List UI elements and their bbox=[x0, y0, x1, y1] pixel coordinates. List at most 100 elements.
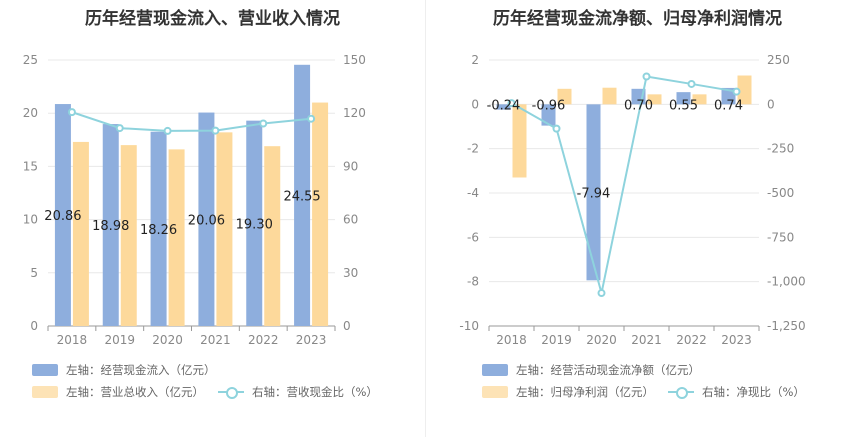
data-label: 19.30 bbox=[236, 217, 273, 232]
x-tick-label: 2020 bbox=[152, 333, 183, 347]
y-tick-left: 25 bbox=[23, 53, 38, 67]
y-tick-right: 120 bbox=[343, 106, 366, 120]
legend-swatch bbox=[32, 364, 58, 376]
legend-item-left-s1[interactable]: 左轴：经营现金流入（亿元） bbox=[32, 362, 216, 378]
line-series3 bbox=[511, 75, 737, 294]
bar-series1 bbox=[150, 131, 167, 326]
right-chart-svg: -10 -8 -6 -4 -2 0 2 -1,250 -1,000 -750 -500 -250 0 25… bbox=[459, 53, 806, 347]
legend-label: 左轴：归母净利润（亿元） bbox=[516, 385, 654, 399]
data-label: 18.26 bbox=[140, 223, 177, 238]
y-tick-right: 30 bbox=[343, 266, 358, 280]
y-tick-right: -250 bbox=[767, 142, 794, 156]
line-point bbox=[687, 79, 696, 88]
bar-series2 bbox=[168, 149, 185, 326]
legend-label: 右轴：净现比（%） bbox=[702, 385, 805, 399]
bar-series1 bbox=[54, 104, 71, 327]
legend-label: 左轴：经营活动现金流净额（亿元） bbox=[516, 363, 700, 377]
bar-series1 bbox=[496, 104, 511, 110]
legend-label: 右轴：营收现金比（%） bbox=[252, 385, 378, 399]
line-point bbox=[732, 87, 741, 96]
x-tick-label: 2021 bbox=[200, 333, 231, 347]
data-label: 0.74 bbox=[714, 98, 743, 113]
data-label: 0.70 bbox=[624, 98, 653, 113]
legend-item-left-s2[interactable]: 左轴：营业总收入（亿元） bbox=[32, 384, 204, 400]
y-tick-left: -4 bbox=[467, 186, 479, 200]
bar-series2 bbox=[72, 141, 89, 326]
data-label: 20.06 bbox=[188, 213, 225, 228]
legend-line-swatch bbox=[668, 386, 694, 399]
y-tick-left: -8 bbox=[467, 275, 479, 289]
data-label: 0.55 bbox=[669, 98, 698, 113]
x-tick-label: 2022 bbox=[676, 333, 707, 347]
y-tick-left: -10 bbox=[459, 319, 479, 333]
bar-series1 bbox=[586, 104, 601, 281]
data-label: 18.98 bbox=[92, 219, 129, 234]
x-tick-label: 2022 bbox=[248, 333, 279, 347]
x-tick-label: 2023 bbox=[721, 333, 752, 347]
line-point bbox=[67, 108, 76, 117]
y-tick-left: 2 bbox=[471, 53, 479, 67]
y-tick-right: -500 bbox=[767, 186, 794, 200]
bar-series2 bbox=[512, 104, 527, 178]
x-tick-label: 2018 bbox=[496, 333, 527, 347]
y-tick-right: 90 bbox=[343, 159, 358, 173]
legend-line-swatch bbox=[218, 386, 244, 399]
y-tick-right: 60 bbox=[343, 213, 358, 227]
bar-series1 bbox=[676, 92, 691, 105]
y-tick-right: -1,250 bbox=[767, 319, 806, 333]
bar-series1 bbox=[541, 104, 556, 126]
data-label: -0.24 bbox=[487, 98, 521, 113]
y-tick-right: 150 bbox=[343, 53, 366, 67]
line-series3 bbox=[71, 111, 312, 132]
bar-series1 bbox=[102, 124, 119, 327]
bar-series2 bbox=[692, 94, 707, 105]
y-tick-left: 10 bbox=[23, 213, 38, 227]
left-chart-title: 历年经营现金流入、营业收入情况 bbox=[85, 9, 340, 29]
x-tick-label: 2019 bbox=[104, 333, 135, 347]
data-label: 24.55 bbox=[283, 189, 320, 204]
bar-series1 bbox=[198, 112, 215, 326]
left-chart-svg: 0 5 10 15 20 25 0 30 60 90 120 150 2018 2019 2020 2021 2… bbox=[23, 53, 366, 347]
bar-series2 bbox=[120, 145, 137, 326]
legend-swatch bbox=[482, 364, 508, 376]
data-label: -0.96 bbox=[532, 98, 566, 113]
line-point bbox=[115, 124, 124, 133]
y-tick-right: -750 bbox=[767, 230, 794, 244]
legend-label: 左轴：经营现金流入（亿元） bbox=[66, 363, 216, 377]
y-tick-left: 20 bbox=[23, 106, 38, 120]
line-point bbox=[597, 289, 606, 298]
y-tick-right: 0 bbox=[343, 319, 351, 333]
legend-item-right-s2[interactable]: 左轴：归母净利润（亿元） bbox=[482, 384, 654, 400]
y-tick-right: 250 bbox=[767, 53, 790, 67]
line-point bbox=[642, 72, 651, 81]
line-point bbox=[507, 99, 516, 108]
bar-series2 bbox=[737, 75, 752, 105]
legend-item-right-s3[interactable]: 右轴：净现比（%） bbox=[668, 384, 805, 400]
line-point bbox=[211, 126, 220, 135]
bar-series2 bbox=[602, 87, 617, 105]
x-tick-label: 2021 bbox=[631, 333, 662, 347]
legend-label: 左轴：营业总收入（亿元） bbox=[66, 385, 204, 399]
bar-series2 bbox=[264, 146, 281, 326]
legend-swatch bbox=[32, 386, 58, 398]
x-tick-label: 2019 bbox=[541, 333, 572, 347]
data-label: -7.94 bbox=[577, 186, 611, 201]
y-tick-left: 15 bbox=[23, 159, 38, 173]
data-label: 20.86 bbox=[44, 209, 81, 224]
bar-series2 bbox=[557, 88, 572, 105]
bar-series2 bbox=[312, 102, 329, 326]
x-tick-label: 2020 bbox=[586, 333, 617, 347]
y-tick-left: -6 bbox=[467, 230, 479, 244]
y-tick-left: 5 bbox=[30, 266, 38, 280]
left-chart-panel: 历年经营现金流入、营业收入情况 0 5 10 15 20 25 0 30 60 90 120 150 2… bbox=[23, 9, 378, 400]
line-point bbox=[259, 119, 268, 128]
y-tick-left: 0 bbox=[471, 97, 479, 111]
bar-series2 bbox=[216, 132, 233, 326]
line-point bbox=[552, 124, 561, 133]
legend-item-left-s3[interactable]: 右轴：营收现金比（%） bbox=[218, 384, 378, 400]
right-chart-title: 历年经营现金流净额、归母净利润情况 bbox=[493, 9, 782, 29]
line-point bbox=[307, 114, 316, 123]
legend-item-right-s1[interactable]: 左轴：经营活动现金流净额（亿元） bbox=[482, 362, 700, 378]
legend-swatch bbox=[482, 386, 508, 398]
bar-series1 bbox=[246, 120, 263, 326]
